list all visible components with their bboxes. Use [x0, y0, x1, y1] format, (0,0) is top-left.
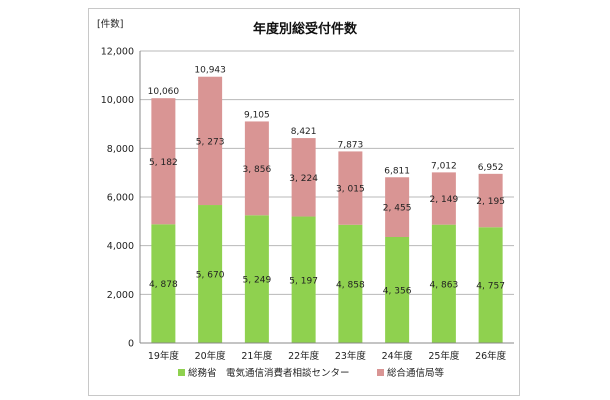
y-tick-label: 6,000 — [107, 193, 134, 204]
bar-total-label: 7,012 — [431, 161, 457, 171]
bar-total-label: 6,952 — [478, 163, 504, 173]
bar-segment-regional-bureaus — [478, 173, 503, 228]
bar-total-label: 10,060 — [148, 87, 180, 97]
y-tick-label: 10,000 — [101, 95, 134, 106]
x-tick-label: 20年度 — [195, 350, 227, 362]
x-tick-label: 25年度 — [428, 350, 460, 362]
bar-segment-regional-bureaus — [431, 172, 456, 225]
y-unit-label: [件数] — [97, 18, 123, 30]
y-tick-label: 0 — [128, 339, 134, 350]
x-tick-label: 23年度 — [335, 350, 367, 362]
bar-segment-label: 5, 273 — [196, 137, 225, 147]
y-tick-label: 2,000 — [107, 290, 134, 301]
legend: 総務省 電気通信消費者相談センター 総合通信局等 — [178, 367, 445, 379]
bar-segment-regional-bureaus — [291, 138, 316, 217]
y-tick-label: 12,000 — [101, 47, 134, 58]
bar-segment-consumer-center — [478, 227, 503, 343]
bar-segment-consumer-center — [431, 224, 456, 343]
x-axis: 19年度 20年度 21年度 22年度 23年度 24年度 25年度 26年度 — [140, 342, 514, 362]
bar-segment-regional-bureaus — [151, 98, 176, 225]
x-tick-label: 21年度 — [241, 350, 273, 362]
bar-segment-regional-bureaus — [198, 76, 223, 206]
bar-segment-consumer-center — [198, 205, 223, 343]
bar-segment-label: 4, 757 — [476, 282, 505, 292]
bar-segment-label: 3, 224 — [289, 174, 318, 184]
legend-label: 総務省 電気通信消費者相談センター — [188, 367, 350, 379]
bar-segment-consumer-center — [338, 224, 363, 343]
chart-title: 年度別総受付件数 — [253, 21, 358, 37]
y-tick-label: 4,000 — [107, 241, 134, 252]
bar-segment-label: 3, 856 — [243, 165, 272, 175]
x-tick-label: 26年度 — [475, 350, 507, 362]
bar-segment-label: 3, 015 — [336, 185, 365, 195]
bar-segment-consumer-center — [385, 237, 410, 343]
legend-swatch — [377, 369, 384, 376]
bar-segment-regional-bureaus — [338, 151, 363, 225]
bar-segment-label: 2, 455 — [383, 204, 412, 214]
bar-total-label: 9,105 — [244, 110, 270, 120]
bar-segment-label: 5, 197 — [289, 276, 318, 286]
bar-segment-label: 4, 356 — [383, 287, 412, 297]
x-tick-label: 19年度 — [148, 350, 180, 362]
bar-segment-label: 5, 670 — [196, 271, 225, 281]
chart-frame — [88, 8, 520, 396]
bar-total-label: 7,873 — [337, 140, 363, 150]
x-tick-label: 24年度 — [382, 350, 414, 362]
legend-label: 総合通信局等 — [387, 367, 445, 379]
bar-segment-label: 5, 182 — [149, 158, 178, 168]
x-tick-label: 22年度 — [288, 350, 320, 362]
bar-segment-label: 2, 195 — [476, 197, 505, 207]
bar-segment-consumer-center — [151, 224, 176, 343]
bar-total-label: 10,943 — [194, 66, 226, 76]
bar-segment-label: 4, 858 — [336, 280, 365, 290]
bar-segment-label: 5, 249 — [243, 276, 272, 286]
bars: 4, 878 5, 182 10,060 5, 670 5, 273 10,943 5, 2… — [148, 66, 505, 343]
bar-segment-regional-bureaus — [244, 121, 269, 216]
bar-total-label: 8,421 — [291, 127, 317, 137]
bar-segment-regional-bureaus — [385, 177, 410, 238]
legend-swatch — [178, 369, 185, 376]
bar-segment-label: 4, 863 — [430, 280, 459, 290]
bar-segment-consumer-center — [244, 215, 269, 343]
y-axis: 0 2,000 4,000 6,000 8,000 10,000 12,000 — [101, 47, 141, 350]
bar-total-label: 6,811 — [384, 166, 410, 176]
y-tick-label: 8,000 — [107, 144, 134, 155]
bar-segment-label: 2, 149 — [430, 195, 459, 205]
bar-segment-consumer-center — [291, 216, 316, 343]
bar-segment-label: 4, 878 — [149, 280, 178, 290]
